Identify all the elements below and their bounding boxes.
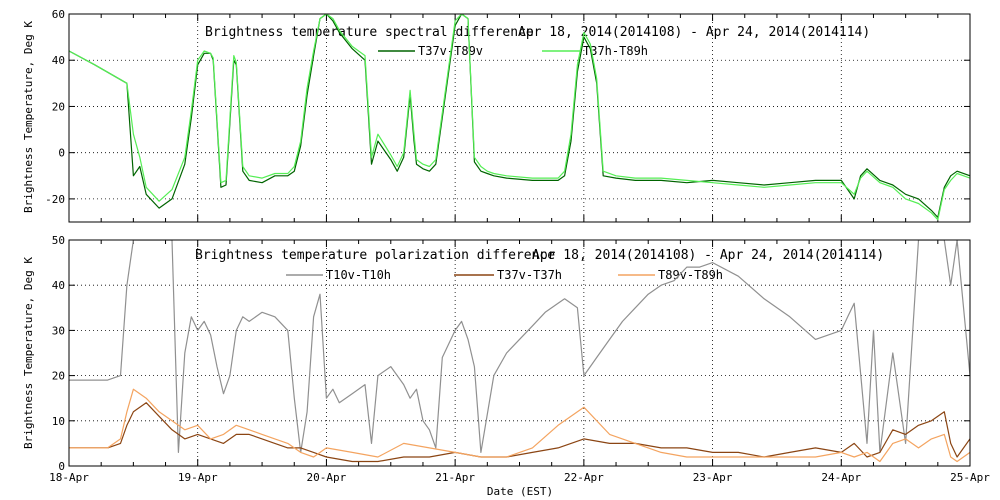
y-tick-label: 50 (52, 234, 65, 247)
y-tick-label: 60 (52, 8, 65, 21)
y-tick-label: 20 (52, 370, 65, 383)
legend-label-t10v-t10h: T10v-T10h (326, 268, 391, 282)
x-tick-label-18-apr: 18-Apr (49, 471, 89, 484)
x-tick-label-20-apr: 20-Apr (307, 471, 347, 484)
x-tick-label-25-apr: 25-Apr (950, 471, 990, 484)
plot-frame (68, 13, 971, 223)
legend-label-t37h-t89h: T37h-T89h (583, 44, 648, 58)
series-line-t37v-t89v (69, 14, 970, 218)
y-tick-label: -20 (45, 193, 65, 206)
x-tick-label-24-apr: 24-Apr (821, 471, 861, 484)
y-tick-label: 0 (58, 460, 65, 473)
y-tick-label: 20 (52, 100, 65, 113)
series-line-t37h-t89h (69, 14, 970, 221)
y-tick-label: 0 (58, 147, 65, 160)
bottom-chart-date-range: Apr 18, 2014(2014108) - Apr 24, 2014(201… (532, 248, 884, 263)
bottom-chart-title: Brightness temperature polarization diff… (195, 248, 555, 263)
plot-frame (68, 239, 971, 467)
top-y-axis-label: Brightness Temperature, Deg K (22, 21, 35, 213)
x-tick-label-21-apr: 21-Apr (435, 471, 475, 484)
spectral-difference-panel: Brightness temperature spectral differen… (22, 8, 971, 223)
polarization-difference-panel: Brightness temperature polarization diff… (22, 234, 990, 498)
y-tick-label: 40 (52, 54, 65, 67)
top-chart-date-range: Apr 18, 2014(2014108) - Apr 24, 2014(201… (518, 25, 870, 40)
x-tick-label-23-apr: 23-Apr (693, 471, 733, 484)
y-tick-label: 30 (52, 324, 65, 337)
bottom-y-axis-label: Brightness Temperature, Deg K (22, 257, 35, 449)
y-tick-label: 40 (52, 279, 65, 292)
x-tick-label-22-apr: 22-Apr (564, 471, 604, 484)
x-axis-label: Date (EST) (487, 485, 553, 498)
y-tick-label: 10 (52, 415, 65, 428)
top-chart-title: Brightness temperature spectral differen… (205, 25, 534, 40)
series-line-t10v-t10h (69, 240, 970, 453)
legend-label-t89v-t89h: T89v-T89h (658, 268, 723, 282)
legend-label-t37v-t37h: T37v-T37h (497, 268, 562, 282)
series-line-t89v-t89h (69, 388, 970, 463)
x-tick-label-19-apr: 19-Apr (178, 471, 218, 484)
